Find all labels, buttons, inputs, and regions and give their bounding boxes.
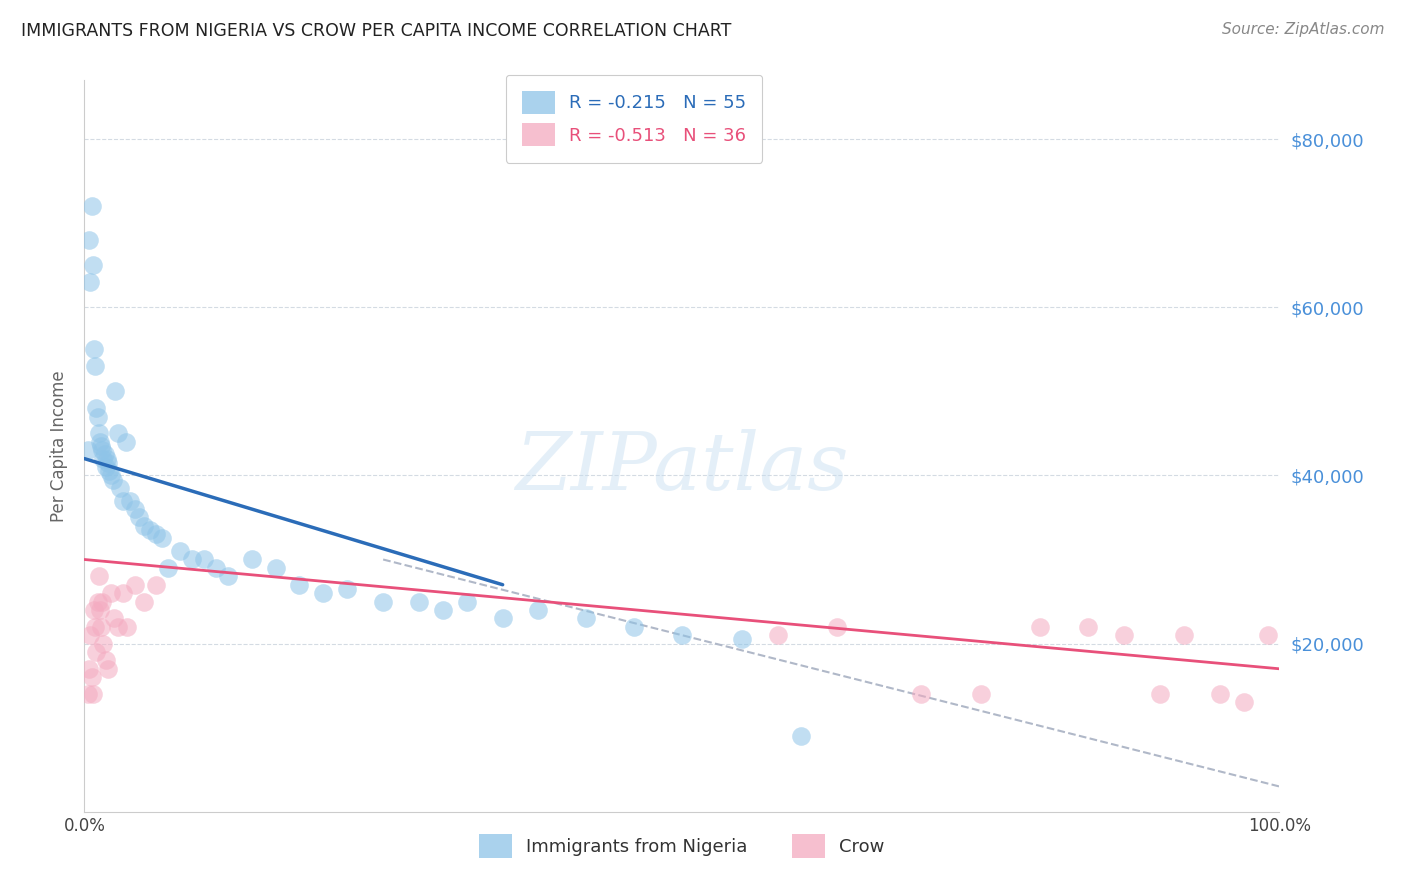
Point — [77, 662, 100, 676]
Point — [84, 359, 107, 373]
Point — [373, 594, 395, 608]
Point — [970, 687, 993, 701]
Point — [671, 628, 693, 642]
Point — [766, 628, 789, 642]
Point — [336, 582, 359, 596]
Point — [1149, 687, 1171, 701]
Point — [205, 561, 228, 575]
Point — [111, 586, 134, 600]
Point — [432, 603, 454, 617]
Point — [117, 620, 139, 634]
Point — [132, 594, 156, 608]
Point — [79, 628, 101, 642]
Point — [139, 523, 162, 537]
Point — [111, 493, 134, 508]
Point — [124, 502, 146, 516]
Point — [132, 519, 156, 533]
Point — [86, 409, 108, 424]
Point — [100, 468, 122, 483]
Point — [77, 443, 100, 458]
Point — [86, 401, 108, 416]
Point — [408, 594, 430, 608]
Point — [1077, 620, 1099, 634]
Point — [80, 199, 103, 213]
Point — [97, 662, 120, 676]
Point — [107, 620, 129, 634]
Point — [1209, 687, 1232, 701]
Point — [103, 611, 125, 625]
Point — [169, 544, 191, 558]
Point — [100, 586, 122, 600]
Point — [91, 594, 114, 608]
Point — [91, 443, 114, 458]
Point — [93, 447, 115, 461]
Point — [827, 620, 849, 634]
Point — [94, 653, 117, 667]
Point — [240, 552, 263, 566]
Point — [79, 275, 101, 289]
Point — [89, 603, 111, 617]
Point — [115, 434, 138, 449]
Point — [90, 439, 112, 453]
Point — [86, 594, 108, 608]
Point — [288, 578, 311, 592]
Point — [104, 384, 127, 399]
Point — [84, 620, 107, 634]
Point — [1173, 628, 1195, 642]
Point — [101, 473, 124, 487]
Point — [181, 552, 204, 566]
Legend: Immigrants from Nigeria, Crow: Immigrants from Nigeria, Crow — [472, 827, 891, 865]
Point — [110, 481, 132, 495]
Point — [527, 603, 550, 617]
Point — [575, 611, 598, 625]
Point — [87, 569, 110, 583]
Text: IMMIGRANTS FROM NIGERIA VS CROW PER CAPITA INCOME CORRELATION CHART: IMMIGRANTS FROM NIGERIA VS CROW PER CAPI… — [21, 22, 731, 40]
Point — [157, 561, 180, 575]
Text: ZIPatlas: ZIPatlas — [515, 429, 849, 507]
Point — [492, 611, 515, 625]
Point — [456, 594, 478, 608]
Point — [97, 456, 120, 470]
Point — [910, 687, 932, 701]
Text: Source: ZipAtlas.com: Source: ZipAtlas.com — [1222, 22, 1385, 37]
Point — [89, 434, 111, 449]
Point — [83, 343, 105, 357]
Point — [86, 645, 108, 659]
Point — [145, 527, 167, 541]
Point — [731, 632, 754, 647]
Point — [77, 233, 100, 247]
Point — [1114, 628, 1136, 642]
Point — [77, 687, 100, 701]
Point — [83, 603, 105, 617]
Point — [82, 687, 104, 701]
Point — [264, 561, 287, 575]
Point — [107, 426, 129, 441]
Point — [217, 569, 239, 583]
Point — [80, 670, 103, 684]
Point — [128, 510, 150, 524]
Point — [150, 532, 173, 546]
Point — [1029, 620, 1052, 634]
Point — [94, 460, 117, 475]
Y-axis label: Per Capita Income: Per Capita Income — [51, 370, 69, 522]
Point — [145, 578, 167, 592]
Point — [124, 578, 146, 592]
Point — [96, 451, 118, 466]
Point — [93, 636, 115, 650]
Point — [87, 426, 110, 441]
Point — [623, 620, 645, 634]
Point — [1233, 695, 1256, 709]
Point — [312, 586, 335, 600]
Point — [82, 258, 104, 272]
Point — [1257, 628, 1279, 642]
Point — [790, 729, 813, 743]
Point — [90, 620, 112, 634]
Point — [118, 493, 141, 508]
Point — [98, 464, 121, 478]
Point — [193, 552, 215, 566]
Point — [93, 451, 115, 466]
